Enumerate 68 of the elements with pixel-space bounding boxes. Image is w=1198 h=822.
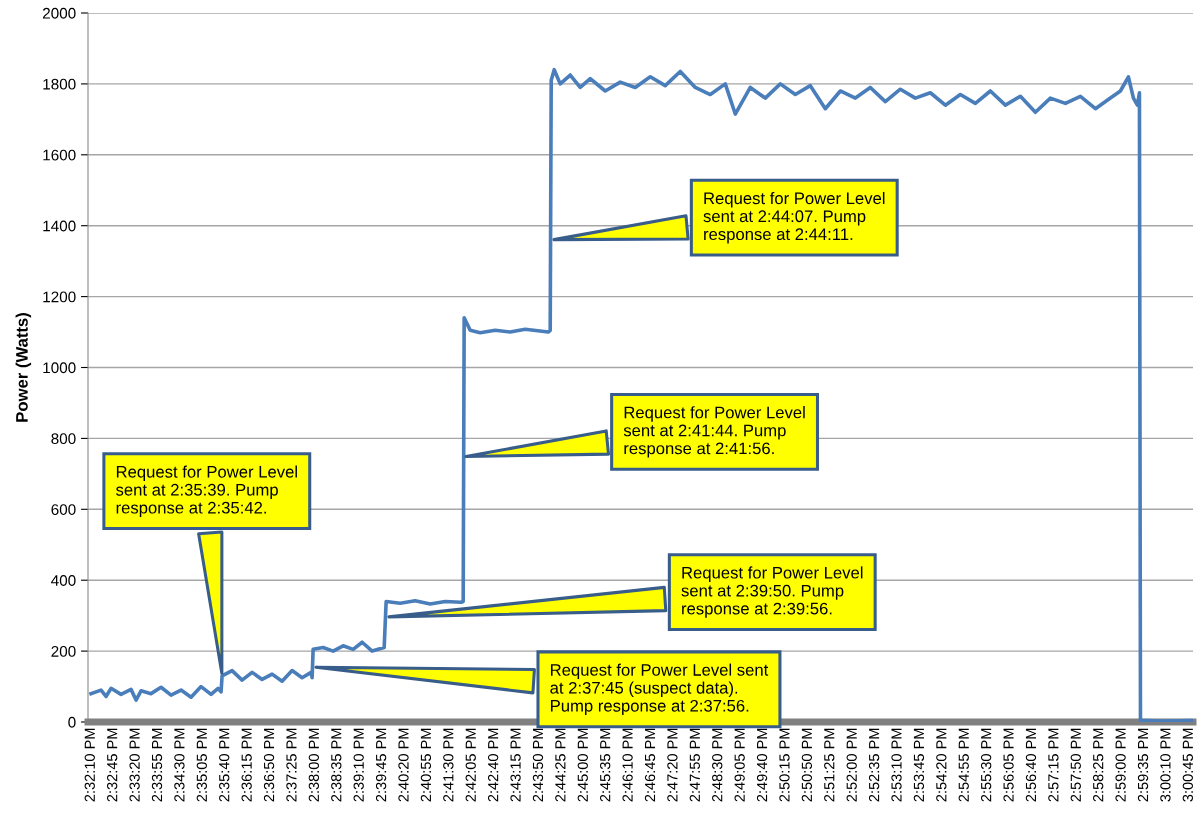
x-tick-label: 2:51:25 PM: [824, 728, 835, 802]
x-tick-label: 2:54:20 PM: [936, 728, 947, 802]
y-tick-label: 2000: [42, 7, 76, 19]
x-tick-label: 2:52:00 PM: [846, 728, 857, 802]
x-tick-label: 2:40:20 PM: [398, 728, 409, 802]
x-tick-label: 2:46:10 PM: [622, 728, 633, 802]
y-tick-label: 800: [51, 433, 76, 445]
x-tick-label: 2:40:55 PM: [420, 728, 432, 802]
x-tick-label: 2:59:00 PM: [1115, 728, 1126, 802]
x-tick-label: 2:53:10 PM: [891, 728, 902, 802]
x-tick-label: 2:37:25 PM: [286, 728, 297, 802]
x-tick-label: 2:38:00 PM: [308, 728, 320, 802]
x-tick-label: 2:53:45 PM: [913, 728, 925, 802]
x-tick-label: 2:32:45 PM: [107, 728, 118, 802]
y-tick-label: 400: [51, 575, 76, 586]
x-tick-label: 2:42:40 PM: [487, 728, 499, 802]
y-tick-label: 1400: [43, 220, 76, 232]
x-tick-label: 2:49:40 PM: [756, 728, 768, 802]
annotation: Request for Power Level sent at 2:44:07. Pump response at 2:44:11.: [703, 191, 885, 244]
x-tick-label: 2:46:45 PM: [644, 728, 656, 802]
x-tick-label: 2:33:20 PM: [129, 728, 140, 802]
y-tick-label: 1600: [43, 149, 76, 161]
x-tick-label: 2:44:25 PM: [555, 728, 566, 802]
annotation: Request for Power Level sent at 2:41:44. Pump response at 2:41:56.: [623, 406, 805, 458]
x-tick-label: 2:43:50 PM: [532, 728, 544, 802]
x-tick-label: 2:39:45 PM: [375, 728, 387, 802]
x-tick-label: 2:56:05 PM: [1003, 728, 1014, 802]
x-tick-label: 2:48:30 PM: [712, 728, 723, 802]
x-tick-label: 2:59:35 PM: [1137, 728, 1149, 802]
x-tick-label: 2:55:30 PM: [980, 728, 992, 802]
x-tick-label: 2:58:25 PM: [1093, 728, 1104, 802]
x-tick-label: 2:47:55 PM: [689, 728, 700, 802]
x-tick-label: 2:35:40 PM: [219, 728, 230, 802]
line-series: [89, 67, 1193, 722]
x-tick-label: 2:33:55 PM: [151, 728, 163, 802]
x-tick-label: 2:49:05 PM: [734, 728, 745, 802]
y-tick-label: 1000: [43, 362, 76, 374]
x-tick-label: 2:47:20 PM: [667, 728, 678, 802]
x-tick-label: 2:54:55 PM: [958, 728, 969, 802]
x-tick-label: 3:00:10 PM: [1160, 728, 1171, 802]
x-tick-label: 2:43:15 PM: [510, 728, 521, 802]
y-tick-label: 1200: [43, 291, 76, 303]
x-tick-label: 2:39:10 PM: [353, 728, 364, 802]
x-tick-label: 2:38:35 PM: [331, 728, 342, 802]
x-tick-label: 2:57:50 PM: [1070, 728, 1081, 802]
x-tick-label: 2:42:05 PM: [465, 728, 476, 802]
y-tick-label: 600: [51, 504, 76, 515]
x-tick-label: 2:41:30 PM: [443, 728, 454, 802]
x-tick-label: 2:36:50 PM: [263, 728, 275, 802]
x-tick-label: 2:50:15 PM: [779, 728, 790, 802]
annotation: Request for Power Level sent at 2:37:45 (suspect data). Pump response at 2:37:56.: [550, 663, 769, 715]
x-tick-label: 2:52:35 PM: [868, 728, 880, 802]
y-axis-title: Power (Watts): [15, 313, 32, 422]
x-tick-label: 2:56:40 PM: [1025, 728, 1037, 802]
x-tick-label: 2:45:35 PM: [600, 728, 611, 802]
x-tick-label: 3:00:45 PM: [1182, 728, 1193, 802]
x-tick-label: 2:45:00 PM: [577, 728, 588, 802]
annotation: Request for Power Level sent at 2:39:50. Pump response at 2:39:56.: [681, 566, 863, 618]
x-tick-label: 2:34:30 PM: [174, 728, 185, 802]
x-tick-label: 2:57:15 PM: [1048, 728, 1059, 802]
y-tick-label: 1800: [43, 78, 76, 90]
x-tick-label: 2:50:50 PM: [801, 728, 813, 802]
x-tick-label: 2:36:15 PM: [241, 728, 252, 802]
x-tick-label: 2:35:05 PM: [196, 728, 207, 802]
annotation: Request for Power Level sent at 2:35:39. Pump response at 2:35:42.: [116, 465, 297, 517]
x-tick-label: 2:32:10 PM: [84, 728, 95, 802]
y-tick-label: 200: [51, 645, 76, 657]
y-tick-label: 0: [68, 716, 76, 728]
